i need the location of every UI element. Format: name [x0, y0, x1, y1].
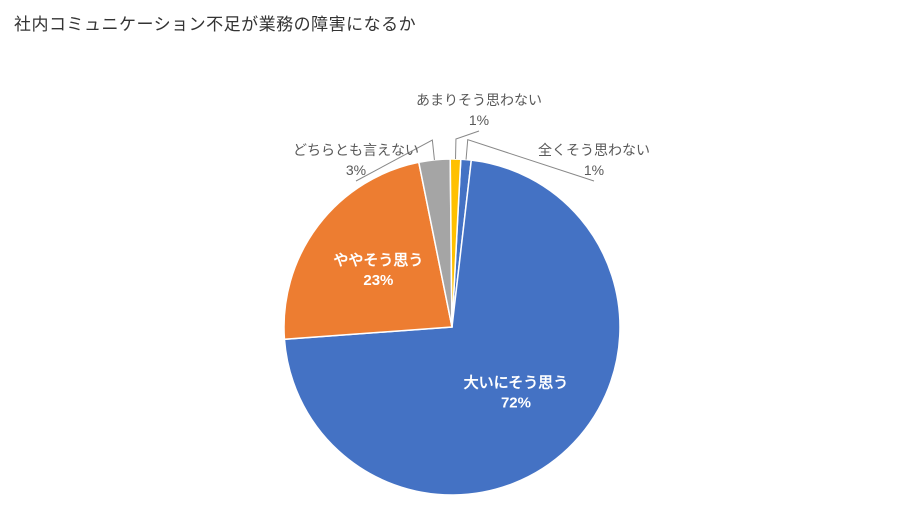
slice-label: ややそう思う	[333, 252, 423, 269]
slice-label: 全くそう思わない	[538, 142, 650, 158]
slice-percent: 1%	[584, 162, 604, 178]
slice-label: どちらとも言えない	[293, 142, 419, 158]
slice-label: 大いにそう思う	[464, 374, 569, 392]
slice-percent: 1%	[469, 112, 489, 128]
slice-label: あまりそう思わない	[416, 92, 542, 108]
slice-percent: 23%	[363, 272, 393, 289]
slice-percent: 3%	[346, 162, 366, 178]
slice-percent: 72%	[501, 395, 531, 412]
pie-chart: 全くそう思わない 1% どちらとも言えない 3% あまりそう思わない 1% 大いにそう思う 7…	[0, 0, 900, 525]
